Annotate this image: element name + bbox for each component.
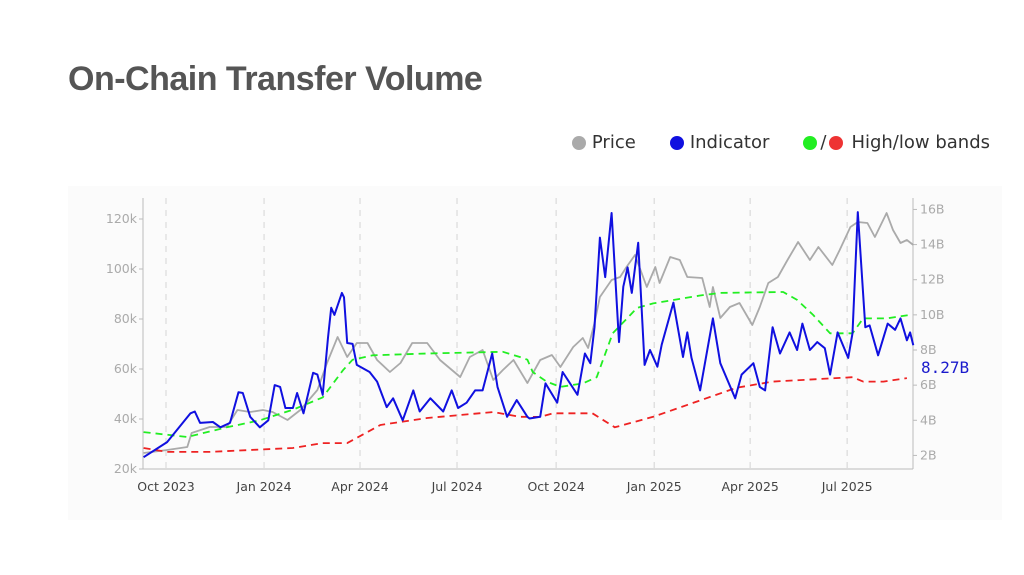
right-tick-label: 12B: [920, 272, 944, 287]
x-tick-label: Jan 2024: [236, 479, 292, 494]
right-tick-label: 6B: [920, 377, 937, 392]
legend-label-indicator: Indicator: [689, 132, 770, 153]
x-tick-label: Apr 2024: [331, 479, 388, 494]
right-tick-label: 4B: [920, 412, 937, 427]
high-band-dot-icon: [803, 135, 818, 150]
legend-slash: /: [820, 132, 827, 153]
legend: Price Indicator / High/low bands: [571, 132, 990, 153]
legend-item-bands[interactable]: / High/low bands: [803, 132, 990, 153]
left-tick-label: 80k: [114, 311, 138, 326]
x-tick-label: Apr 2025: [721, 479, 778, 494]
last-value-label: 8.27B: [921, 358, 969, 377]
x-tick-label: Jul 2024: [431, 479, 483, 494]
left-tick-label: 60k: [114, 361, 138, 376]
right-tick-label: 10B: [920, 307, 944, 322]
right-tick-label: 2B: [920, 447, 937, 462]
left-tick-label: 20k: [114, 461, 138, 476]
x-tick-label: Oct 2023: [137, 479, 194, 494]
legend-item-price[interactable]: Price: [571, 132, 636, 153]
x-tick-label: Jan 2025: [626, 479, 682, 494]
series-high-band: [143, 291, 911, 438]
series-low-band: [143, 376, 908, 453]
series-price: [143, 212, 914, 454]
low-band-dot-icon: [829, 135, 844, 150]
series-indicator: [143, 211, 915, 459]
legend-label-price: Price: [591, 132, 636, 153]
price-dot-icon: [571, 135, 586, 150]
legend-item-indicator[interactable]: Indicator: [669, 132, 770, 153]
legend-label-bands: High/low bands: [851, 132, 990, 153]
left-tick-label: 40k: [114, 411, 138, 426]
x-tick-label: Oct 2024: [527, 479, 584, 494]
right-tick-label: 8B: [920, 342, 937, 357]
page-title: On-Chain Transfer Volume: [68, 60, 483, 98]
left-tick-label: 120k: [106, 211, 138, 226]
left-tick-label: 100k: [106, 261, 138, 276]
indicator-dot-icon: [669, 135, 684, 150]
x-tick-label: Jul 2025: [821, 479, 873, 494]
right-tick-label: 14B: [920, 237, 944, 252]
right-tick-label: 16B: [920, 201, 944, 216]
